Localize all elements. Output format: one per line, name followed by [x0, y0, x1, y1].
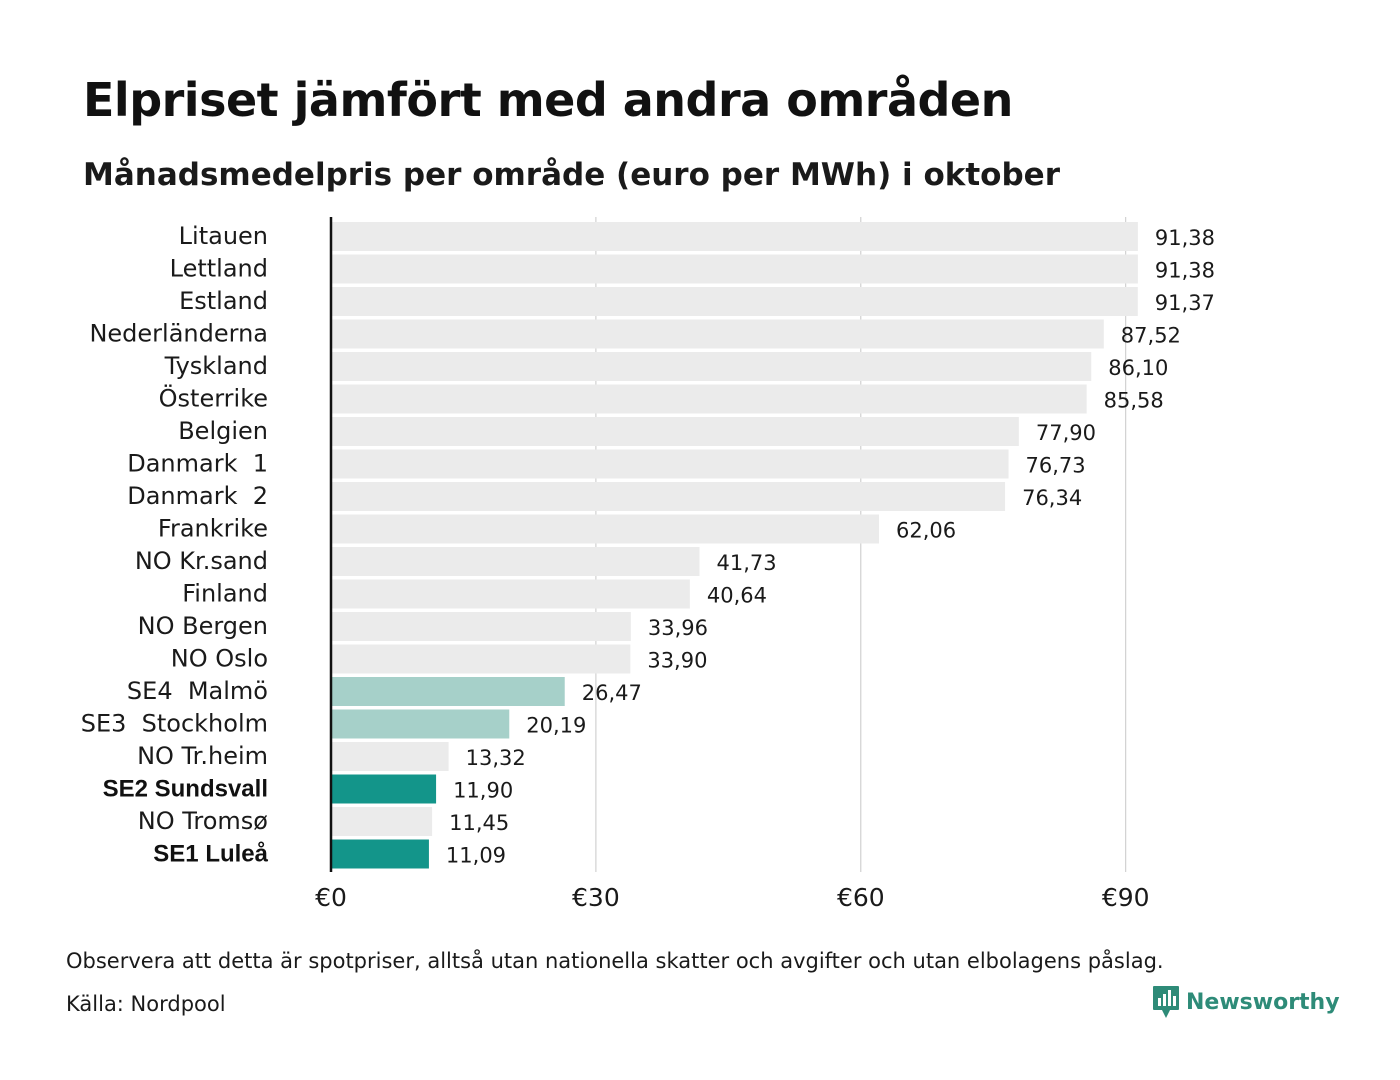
- category-label: NO Tr.heim: [137, 742, 268, 770]
- category-label: Österrike: [159, 384, 268, 413]
- category-label: Nederländerna: [89, 320, 268, 348]
- data-label: 91,37: [1155, 291, 1215, 315]
- bar: [331, 774, 437, 804]
- data-label: 40,64: [707, 584, 767, 608]
- x-axis-ticks: €0 €30 €60 €90: [315, 883, 1149, 912]
- bar: [331, 417, 1019, 446]
- category-label: NO Bergen: [138, 612, 268, 640]
- data-label: 26,47: [582, 681, 642, 705]
- source-note: Källa: Nordpool: [66, 992, 226, 1016]
- category-label: NO Tromsø: [138, 807, 268, 835]
- bar-chart: Litauen Lettland Estland Nederländerna Tyskl…: [81, 217, 1215, 912]
- bar: [331, 709, 510, 739]
- bar: [331, 319, 1104, 349]
- newsworthy-logo-text: Newsworthy: [1186, 989, 1340, 1015]
- category-label: SE2 Sundsvall: [103, 776, 268, 803]
- data-label: 11,45: [449, 811, 509, 835]
- category-label: Belgien: [178, 417, 268, 445]
- bar: [331, 287, 1138, 316]
- bar: [331, 807, 433, 836]
- data-label: 86,10: [1108, 356, 1168, 380]
- bar: [331, 514, 879, 544]
- data-label: 62,06: [896, 519, 956, 543]
- bar: [331, 352, 1092, 381]
- category-labels: Litauen Lettland Estland Nederländerna Tyskl…: [81, 222, 269, 868]
- data-label: 33,90: [647, 649, 707, 673]
- bar: [331, 612, 631, 641]
- newsworthy-logo-icon: [1153, 986, 1179, 1018]
- data-label: 87,52: [1121, 324, 1181, 348]
- category-label: NO Oslo: [171, 645, 268, 673]
- bar: [331, 222, 1138, 251]
- bar: [331, 384, 1087, 414]
- data-label: 11,09: [446, 844, 506, 868]
- category-label: Estland: [179, 287, 268, 315]
- category-label: SE1 Luleå: [153, 841, 268, 868]
- category-label: Danmark 1: [127, 450, 268, 478]
- x-tick-label: €30: [572, 883, 620, 912]
- bar: [331, 254, 1138, 284]
- data-label: 11,90: [453, 779, 513, 803]
- category-label: SE4 Malmö: [127, 677, 268, 705]
- category-label: Litauen: [179, 222, 268, 250]
- data-label: 13,32: [466, 746, 526, 770]
- data-label: 91,38: [1155, 226, 1215, 250]
- chart-subtitle: Månadsmedelpris per område (euro per MWh…: [83, 157, 1060, 193]
- category-label: NO Kr.sand: [135, 547, 268, 575]
- bar: [331, 677, 565, 706]
- bar: [331, 547, 700, 576]
- category-label: SE3 Stockholm: [81, 710, 268, 738]
- x-tick-label: €60: [837, 883, 885, 912]
- data-label: 77,90: [1036, 421, 1096, 445]
- bar: [331, 482, 1006, 511]
- chart-title: Elpriset jämfört med andra områden: [83, 73, 1013, 127]
- bars: [331, 222, 1138, 869]
- data-label: 85,58: [1104, 389, 1164, 413]
- bar: [331, 839, 429, 869]
- bar: [331, 644, 631, 674]
- bar: [331, 742, 449, 771]
- data-label: 41,73: [716, 551, 776, 575]
- data-label: 20,19: [526, 714, 586, 738]
- data-label: 76,73: [1026, 454, 1086, 478]
- bar: [331, 449, 1009, 479]
- category-label: Finland: [182, 580, 268, 608]
- data-label: 91,38: [1155, 259, 1215, 283]
- bar: [331, 579, 690, 609]
- footnote: Observera att detta är spotpriser, allts…: [66, 949, 1164, 973]
- x-tick-label: €0: [315, 883, 347, 912]
- category-label: Frankrike: [158, 515, 268, 543]
- value-labels: 91,38 91,38 91,37 87,52 86,10 85,58 77,90 76,73…: [446, 226, 1215, 868]
- x-tick-label: €90: [1102, 883, 1150, 912]
- data-label: 76,34: [1022, 486, 1082, 510]
- category-label: Lettland: [170, 255, 268, 283]
- data-label: 33,96: [648, 616, 708, 640]
- newsworthy-logo: Newsworthy: [1152, 984, 1340, 1020]
- category-label: Tyskland: [164, 352, 268, 380]
- category-label: Danmark 2: [127, 482, 268, 510]
